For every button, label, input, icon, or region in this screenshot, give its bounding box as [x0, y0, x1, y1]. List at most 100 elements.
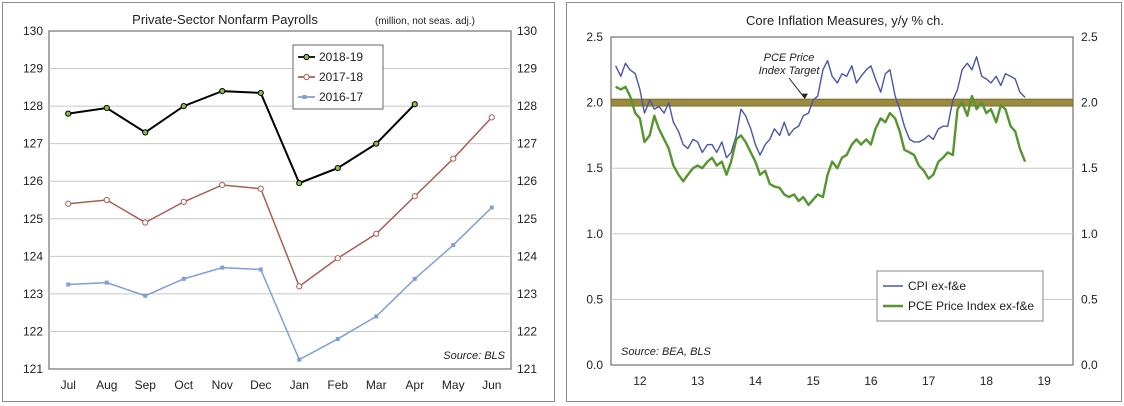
- y-tick-label-left: 0.5: [586, 292, 603, 306]
- y-tick-label-right: 124: [517, 249, 537, 263]
- x-tick-label: Aug: [96, 378, 117, 392]
- legend-label: 2017-18: [319, 70, 363, 84]
- x-tick-label: Feb: [327, 378, 348, 392]
- data-point: [296, 283, 303, 290]
- y-tick-label-left: 123: [23, 287, 43, 301]
- x-tick-label: 14: [749, 374, 763, 388]
- legend-marker: [303, 53, 310, 61]
- x-tick-label: Sep: [135, 378, 157, 392]
- y-tick-label-right: 1.5: [1081, 161, 1098, 175]
- plot-area: [48, 30, 512, 370]
- x-tick-label: 12: [633, 374, 647, 388]
- data-point: [489, 205, 494, 210]
- data-point: [334, 164, 341, 172]
- series-line-2018-19: [68, 90, 416, 185]
- y-tick-label-right: 122: [517, 324, 537, 338]
- data-point: [411, 193, 418, 200]
- data-point: [488, 114, 495, 121]
- x-tick-label: 13: [691, 374, 705, 388]
- x-tick-label: 17: [922, 374, 936, 388]
- legend-label: 2016-17: [319, 90, 363, 104]
- x-tick-label: Oct: [174, 378, 193, 392]
- y-tick-label-right: 130: [517, 24, 537, 38]
- data-point: [180, 103, 187, 110]
- annotation-arrow: [788, 77, 806, 99]
- y-tick-label-left: 127: [23, 137, 43, 151]
- data-point: [103, 104, 110, 112]
- x-tick-label: Jan: [290, 378, 309, 392]
- data-point: [257, 89, 264, 97]
- legend-label: 2018-19: [319, 50, 363, 64]
- annotation-arrowhead: [802, 93, 808, 99]
- x-tick-label: 19: [1037, 374, 1051, 388]
- legend-marker: [302, 95, 307, 99]
- y-tick-label-right: 121: [517, 362, 537, 376]
- x-tick-label: Nov: [212, 378, 233, 392]
- data-point: [180, 198, 187, 205]
- inflation-chart-title: Core Inflation Measures, y/y % ch.: [746, 13, 944, 28]
- x-tick-label: Apr: [405, 378, 424, 392]
- y-tick-label-left: 2.5: [586, 30, 603, 44]
- data-point: [334, 255, 341, 262]
- y-tick-label-left: 125: [23, 212, 43, 226]
- y-tick-label-right: 1.0: [1081, 227, 1098, 241]
- legend-label: PCE Price Index ex-f&e: [908, 299, 1034, 313]
- data-point: [297, 357, 302, 362]
- series-line-pce-ex-fe: [615, 85, 1027, 207]
- data-point: [219, 87, 226, 95]
- y-tick-label-right: 125: [517, 212, 537, 226]
- y-tick-label-left: 126: [23, 174, 43, 188]
- y-tick-label-left: 130: [23, 24, 43, 38]
- y-tick-label-right: 2.0: [1081, 96, 1098, 110]
- y-tick-label-left: 129: [23, 62, 43, 76]
- data-point: [374, 314, 379, 319]
- data-point: [296, 180, 303, 187]
- series-line-cpi-ex-fe: [614, 55, 1026, 159]
- target-annotation-line1: PCE Price: [764, 52, 815, 64]
- payrolls-chart-title: Private-Sector Nonfarm Payrolls: [132, 12, 318, 27]
- y-tick-label-right: 0.5: [1081, 292, 1098, 306]
- data-point: [143, 293, 148, 298]
- y-tick-label-left: 1.5: [586, 161, 603, 175]
- legend-label: CPI ex-f&e: [908, 279, 966, 293]
- y-tick-label-right: 123: [517, 287, 537, 301]
- x-tick-label: 15: [806, 374, 820, 388]
- y-tick-label-left: 2.0: [586, 96, 603, 110]
- data-point: [104, 280, 109, 285]
- y-tick-label-right: 2.5: [1081, 30, 1098, 44]
- legend-box: [876, 270, 1044, 322]
- data-point: [220, 265, 225, 270]
- data-point: [142, 219, 149, 226]
- source-note: Source: BLS: [443, 350, 505, 362]
- x-tick-label: 18: [980, 374, 994, 388]
- payrolls-chart: Private-Sector Nonfarm Payrolls (million…: [23, 12, 537, 392]
- data-point: [335, 336, 340, 341]
- y-tick-label-right: 0.0: [1081, 358, 1098, 372]
- data-point: [103, 196, 110, 204]
- y-tick-label-right: 126: [517, 174, 537, 188]
- y-tick-label-left: 1.0: [586, 227, 603, 241]
- y-tick-label-left: 128: [23, 99, 43, 113]
- data-point: [451, 243, 456, 248]
- payrolls-chart-panel: Private-Sector Nonfarm Payrolls (million…: [2, 2, 555, 402]
- data-point: [258, 267, 263, 272]
- y-tick-label-left: 122: [23, 324, 43, 338]
- y-tick-label-left: 0.0: [586, 358, 603, 372]
- series-line-2016-17: [68, 206, 493, 361]
- data-point: [142, 129, 149, 136]
- series-line-2017-18: [68, 116, 493, 288]
- x-tick-label: 16: [864, 374, 878, 388]
- data-point: [181, 276, 186, 281]
- y-tick-label-right: 129: [517, 62, 537, 76]
- x-tick-label: May: [442, 378, 465, 392]
- data-point: [411, 101, 418, 108]
- target-annotation-line2: Index Target: [759, 65, 821, 77]
- data-point: [373, 140, 380, 147]
- data-point: [66, 282, 71, 287]
- data-point: [412, 276, 417, 281]
- data-point: [373, 230, 380, 237]
- y-tick-label-left: 121: [23, 362, 43, 376]
- data-point: [65, 110, 72, 117]
- x-tick-label: Jul: [61, 378, 76, 392]
- legend-marker: [303, 73, 310, 81]
